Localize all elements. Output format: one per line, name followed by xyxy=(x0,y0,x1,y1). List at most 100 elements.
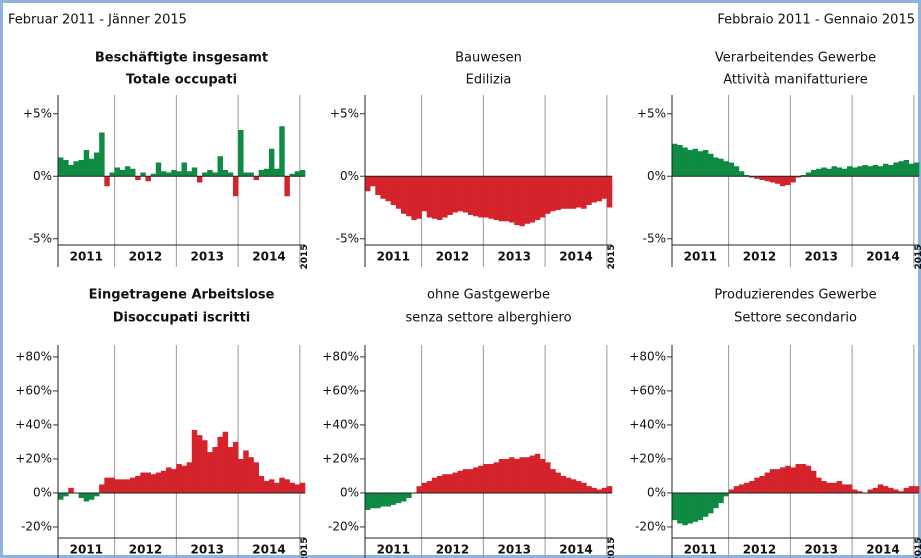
bar xyxy=(431,477,438,493)
y-tick-label: 0% xyxy=(647,485,666,499)
bar xyxy=(150,474,157,493)
bar xyxy=(437,176,443,220)
bar xyxy=(539,458,546,493)
bar xyxy=(816,168,822,177)
bar xyxy=(565,176,572,209)
bar xyxy=(692,148,699,177)
bar xyxy=(785,465,791,493)
x-group-label: 2012 xyxy=(436,543,469,557)
bar xyxy=(483,176,489,218)
header-left: Februar 2011 - Jänner 2015 xyxy=(8,13,187,28)
bar xyxy=(575,176,582,208)
x-group-label: 2012 xyxy=(436,250,469,264)
bar xyxy=(457,470,464,493)
bar xyxy=(191,430,198,493)
bar xyxy=(846,484,853,493)
bar xyxy=(94,492,100,497)
y-tick-label: +80% xyxy=(15,349,52,363)
x-group-label: 2015 xyxy=(607,244,617,269)
bar xyxy=(279,126,285,177)
bar xyxy=(442,474,448,493)
bar xyxy=(503,458,510,493)
y-tick-label: +5% xyxy=(330,106,359,120)
bar xyxy=(145,176,151,182)
bar xyxy=(124,166,131,177)
y-tick-label: -20% xyxy=(21,519,52,533)
bar xyxy=(903,487,910,493)
bar xyxy=(908,163,915,177)
bar xyxy=(176,464,182,493)
chart-title: Bauwesen xyxy=(455,51,522,66)
bar xyxy=(570,176,577,209)
bar xyxy=(232,441,239,493)
bar xyxy=(375,492,381,509)
bar xyxy=(401,492,407,502)
y-tick-label: +60% xyxy=(322,383,359,397)
bar xyxy=(380,176,386,199)
chart-title: ohne Gastgewerbe xyxy=(427,288,550,303)
bar xyxy=(268,148,275,177)
bar xyxy=(284,176,290,197)
bar xyxy=(764,472,771,493)
bar xyxy=(447,474,453,493)
bar xyxy=(473,467,479,493)
bar xyxy=(529,176,536,223)
bar xyxy=(601,176,608,199)
bar xyxy=(119,170,126,177)
bar xyxy=(227,172,234,177)
bar xyxy=(545,462,551,493)
bar xyxy=(718,158,724,177)
bar xyxy=(63,160,69,177)
bar xyxy=(222,170,229,177)
bar xyxy=(795,176,801,178)
y-tick-label: +5% xyxy=(637,106,666,120)
bar xyxy=(728,162,735,177)
bar xyxy=(898,491,904,493)
bar xyxy=(780,176,786,187)
bar xyxy=(390,176,397,205)
bar xyxy=(785,176,791,185)
bar xyxy=(862,165,868,177)
bar xyxy=(826,168,832,177)
bar xyxy=(534,176,541,220)
bar xyxy=(524,457,530,493)
bar xyxy=(135,475,141,493)
y-tick-label: -5% xyxy=(336,231,359,245)
bar xyxy=(243,172,249,177)
bar xyxy=(243,450,249,493)
bar xyxy=(196,176,203,183)
bar xyxy=(728,489,735,493)
bar xyxy=(872,487,879,493)
bar xyxy=(606,176,613,208)
bar xyxy=(390,492,397,505)
bar xyxy=(867,166,873,177)
bar xyxy=(708,153,714,177)
bar xyxy=(498,176,505,222)
bar xyxy=(733,166,740,177)
bar xyxy=(591,487,597,493)
bar xyxy=(898,161,904,177)
bar xyxy=(682,492,688,526)
bar xyxy=(713,492,719,509)
bar xyxy=(196,435,203,493)
bar xyxy=(744,482,750,493)
bar xyxy=(882,486,889,493)
chart-title: Totale occupati xyxy=(126,73,237,88)
bar xyxy=(852,489,858,493)
bar xyxy=(467,469,474,493)
bar xyxy=(769,176,776,183)
x-group-label: 2011 xyxy=(684,543,717,557)
bar xyxy=(395,176,402,209)
bar xyxy=(263,481,270,493)
x-group-label: 2014 xyxy=(559,250,592,264)
bar xyxy=(186,171,193,177)
bar xyxy=(109,172,115,177)
bar xyxy=(697,151,704,177)
x-group-label: 2015 xyxy=(914,244,921,269)
bar xyxy=(596,176,603,202)
bar xyxy=(83,492,90,502)
bar xyxy=(166,172,172,177)
bar xyxy=(401,176,407,214)
bar xyxy=(176,171,182,177)
bar xyxy=(821,481,827,493)
